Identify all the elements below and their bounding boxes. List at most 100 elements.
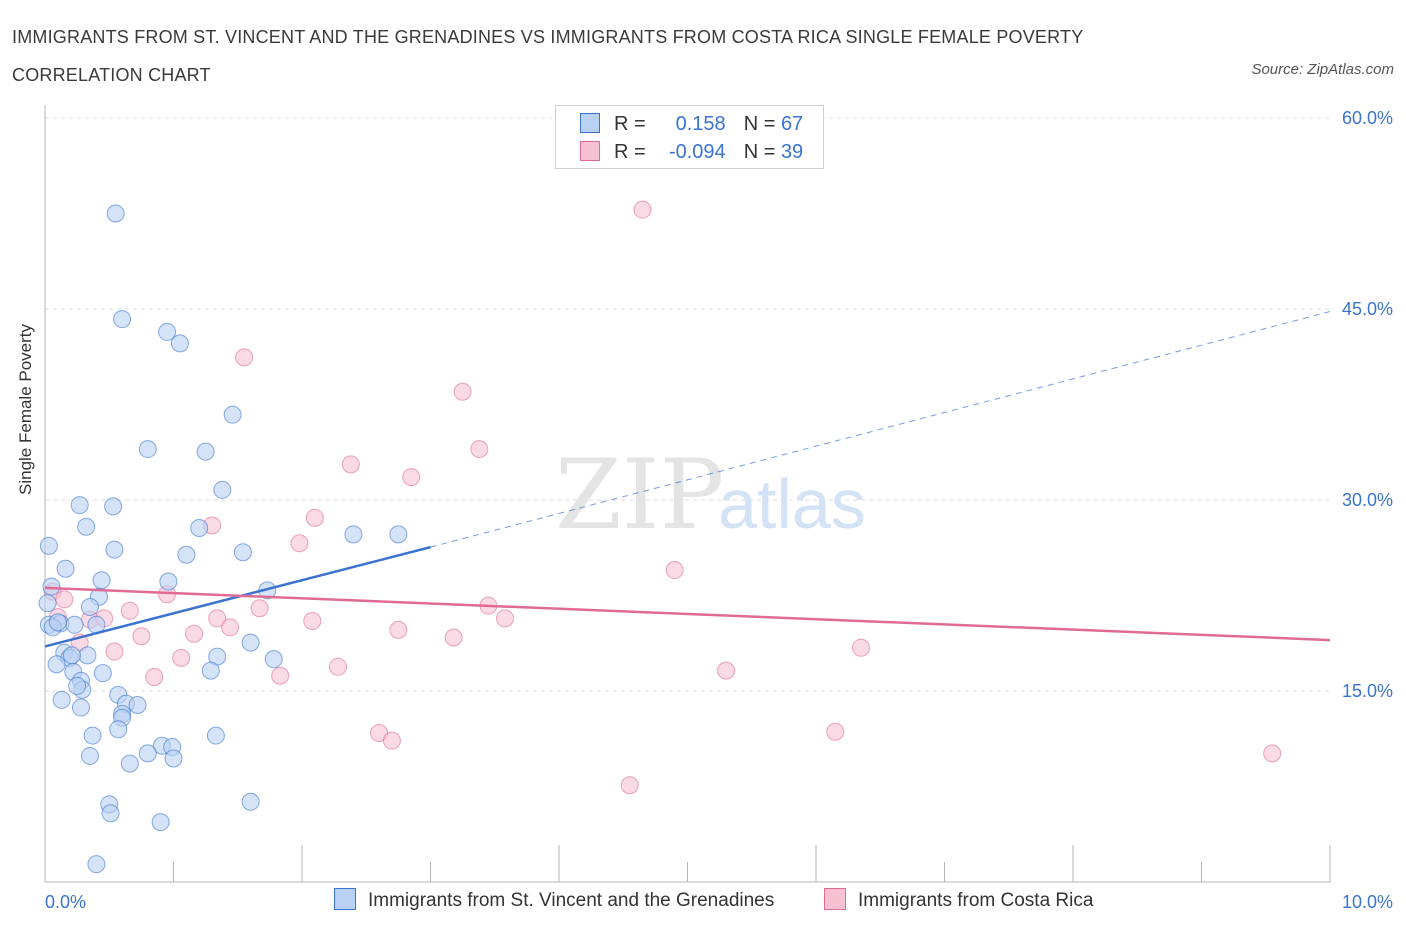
- bottom-legend-series2: Immigrants from Costa Rica: [824, 888, 1093, 912]
- data-point-st-vincent: [241, 792, 260, 811]
- data-point-st-vincent: [47, 655, 66, 674]
- data-point-costa-rica: [55, 590, 74, 609]
- data-point-costa-rica: [851, 638, 870, 657]
- watermark-zip: ZIP: [555, 439, 724, 551]
- y-tick-label: 45.0%: [1342, 299, 1393, 319]
- data-point-st-vincent: [48, 613, 67, 632]
- data-point-costa-rica: [496, 609, 515, 628]
- trend-line-st-vincent-extension: [430, 311, 1331, 548]
- grid-lines: [45, 117, 1330, 692]
- data-point-st-vincent: [42, 577, 61, 596]
- data-point-st-vincent: [65, 615, 84, 634]
- series2-label: Immigrants from Costa Rica: [858, 890, 1094, 911]
- legend-n-label: N =: [743, 141, 776, 163]
- data-point-st-vincent: [106, 204, 125, 223]
- source-label: Source: ZipAtlas.com: [1251, 61, 1394, 78]
- trend-line-costa-rica: [44, 586, 1331, 642]
- data-point-st-vincent: [138, 744, 157, 763]
- data-point-st-vincent: [159, 572, 178, 591]
- data-point-costa-rica: [303, 611, 322, 630]
- watermark-atlas: atlas: [718, 465, 866, 543]
- data-point-costa-rica: [145, 667, 164, 686]
- data-point-st-vincent: [105, 540, 124, 559]
- x-tick-label: 0.0%: [45, 892, 86, 912]
- data-point-costa-rica: [470, 440, 489, 459]
- data-point-costa-rica: [172, 648, 191, 667]
- data-point-st-vincent: [196, 442, 215, 461]
- legend-swatch-blue: [580, 113, 600, 133]
- data-point-costa-rica: [633, 200, 652, 219]
- data-point-costa-rica: [402, 468, 421, 487]
- data-point-costa-rica: [271, 666, 290, 685]
- trend-lines: [44, 311, 1331, 648]
- tick-labels: 15.0% 30.0% 45.0% 60.0% 0.0% 10.0%: [45, 108, 1393, 912]
- x-tick-label: 10.0%: [1342, 892, 1393, 912]
- data-point-st-vincent: [164, 749, 183, 768]
- data-point-st-vincent: [39, 536, 58, 555]
- series2-swatch: [824, 888, 846, 910]
- chart-title: IMMIGRANTS FROM ST. VINCENT AND THE GREN…: [12, 27, 1084, 85]
- data-point-st-vincent: [190, 519, 209, 538]
- data-point-st-vincent: [206, 726, 225, 745]
- data-point-costa-rica: [305, 508, 324, 527]
- data-point-st-vincent: [233, 543, 252, 562]
- data-point-costa-rica: [105, 642, 124, 661]
- data-point-st-vincent: [104, 497, 123, 516]
- data-point-costa-rica: [620, 776, 639, 795]
- data-point-st-vincent: [177, 545, 196, 564]
- data-point-costa-rica: [185, 624, 204, 643]
- data-point-st-vincent: [92, 571, 111, 590]
- data-point-st-vincent: [128, 696, 147, 715]
- data-point-st-vincent: [80, 597, 99, 616]
- data-point-st-vincent: [77, 517, 96, 536]
- y-tick-label: 15.0%: [1342, 681, 1393, 701]
- y-tick-label: 60.0%: [1342, 108, 1393, 128]
- data-point-st-vincent: [170, 334, 189, 353]
- data-point-st-vincent: [83, 726, 102, 745]
- legend-n-value: 67: [780, 113, 804, 135]
- series-st-vincent: [38, 204, 408, 874]
- legend-r-value: -0.094: [668, 141, 726, 163]
- data-point-costa-rica: [1263, 744, 1282, 763]
- data-point-st-vincent: [138, 440, 157, 459]
- data-point-st-vincent: [93, 664, 112, 683]
- data-point-costa-rica: [132, 627, 151, 646]
- legend-r-value: 0.158: [675, 113, 726, 135]
- data-point-costa-rica: [221, 618, 240, 637]
- correlation-legend: R = 0.158 N = 67 R = -0.094 N = 39: [555, 105, 824, 169]
- axes: [44, 105, 1331, 883]
- legend-n-label: N =: [743, 113, 776, 135]
- legend-r-label: R =: [614, 141, 646, 163]
- data-point-costa-rica: [389, 620, 408, 639]
- data-point-st-vincent: [70, 496, 89, 515]
- y-axis-label: Single Female Poverty: [16, 323, 35, 495]
- watermark: ZIP atlas: [555, 439, 866, 551]
- data-point-costa-rica: [382, 731, 401, 750]
- data-point-st-vincent: [158, 322, 177, 341]
- data-point-st-vincent: [120, 754, 139, 773]
- data-point-st-vincent: [71, 698, 90, 717]
- data-point-costa-rica: [826, 722, 845, 741]
- data-point-costa-rica: [444, 628, 463, 647]
- series1-label: Immigrants from St. Vincent and the Gren…: [368, 890, 775, 911]
- data-point-costa-rica: [120, 601, 139, 620]
- data-point-st-vincent: [113, 310, 132, 329]
- data-point-costa-rica: [717, 661, 736, 680]
- legend-r-label: R =: [614, 113, 646, 135]
- data-point-costa-rica: [328, 657, 347, 676]
- data-point-st-vincent: [87, 855, 106, 874]
- data-point-costa-rica: [453, 382, 472, 401]
- data-point-costa-rica: [208, 609, 227, 628]
- legend-row-blue: R = 0.158 N = 67: [580, 111, 803, 137]
- y-tick-label: 30.0%: [1342, 490, 1393, 510]
- data-point-st-vincent: [56, 559, 75, 578]
- data-point-st-vincent: [201, 661, 220, 680]
- data-point-st-vincent: [241, 633, 260, 652]
- bottom-legend-series1: Immigrants from St. Vincent and the Gren…: [334, 888, 774, 912]
- data-point-costa-rica: [235, 348, 254, 367]
- data-point-st-vincent: [62, 646, 81, 665]
- data-point-st-vincent: [344, 525, 363, 544]
- data-point-costa-rica: [341, 455, 360, 474]
- data-point-st-vincent: [264, 650, 283, 669]
